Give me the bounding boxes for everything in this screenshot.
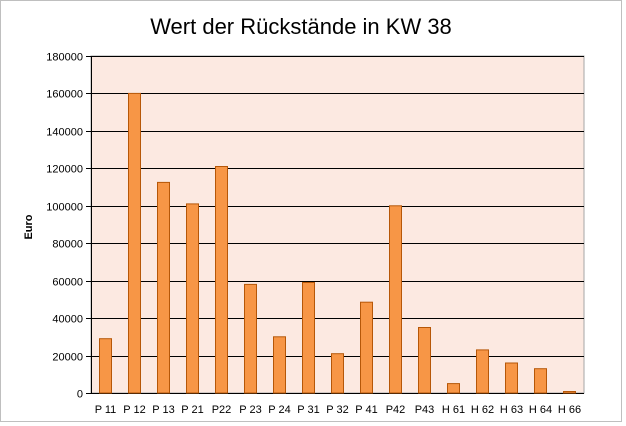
x-tick-label: H 63 [500, 404, 523, 416]
bar-14 [505, 362, 518, 394]
bar-4 [215, 166, 228, 394]
x-tick-label: P 24 [268, 404, 290, 416]
y-tick-label: 80000 [52, 239, 83, 251]
x-tick-label: P43 [415, 404, 435, 416]
chart-title: Wert der Rückstände in KW 38 [150, 14, 452, 39]
x-tick-label: H 66 [558, 404, 581, 416]
bar-7 [302, 282, 315, 394]
bar-3 [186, 203, 199, 394]
bar-6 [273, 336, 286, 394]
x-tick-label: P 12 [123, 404, 145, 416]
bar-0 [99, 338, 112, 394]
x-tick-label: H 64 [529, 404, 552, 416]
y-tick-label: 100000 [46, 202, 83, 214]
x-tick-label: P 32 [326, 404, 348, 416]
y-tick-label: 160000 [46, 89, 83, 101]
x-tick-label: P 21 [181, 404, 203, 416]
y-tick-label: 40000 [52, 314, 83, 326]
bar-12 [447, 383, 460, 394]
x-tick-label: P 23 [239, 404, 261, 416]
bar-9 [360, 301, 373, 394]
y-tick-label: 140000 [46, 127, 83, 139]
bar-8 [331, 353, 344, 394]
bar-16 [563, 391, 576, 394]
x-tick-label: H 61 [442, 404, 465, 416]
y-tick-label: 0 [77, 389, 83, 401]
bar-2 [157, 181, 170, 394]
bar-13 [476, 349, 489, 394]
y-axis-label: Euro [23, 214, 35, 239]
bar-15 [534, 368, 547, 394]
x-tick-label: P22 [212, 404, 232, 416]
y-tick-label: 180000 [46, 52, 83, 64]
bar-11 [418, 327, 431, 394]
x-tick-label: P 31 [297, 404, 319, 416]
x-tick-label: P 41 [355, 404, 377, 416]
x-tick-label: H 62 [471, 404, 494, 416]
y-tick-label: 60000 [52, 277, 83, 289]
x-tick-label: P 13 [152, 404, 174, 416]
y-tick-label: 120000 [46, 164, 83, 176]
y-tick-label: 20000 [52, 352, 83, 364]
bar-5 [244, 283, 257, 394]
x-tick-label: P 11 [95, 404, 117, 416]
bar-1 [128, 92, 141, 394]
plot-area: 0 20000 40000 60000 80000 100000 120000 140000 1… [46, 52, 585, 416]
plot-background [90, 55, 585, 394]
bar-10 [389, 205, 402, 394]
x-tick-label: P42 [386, 404, 406, 416]
chart-svg: Wert der Rückstände in KW 38 0 20000 40000… [23, 14, 585, 416]
